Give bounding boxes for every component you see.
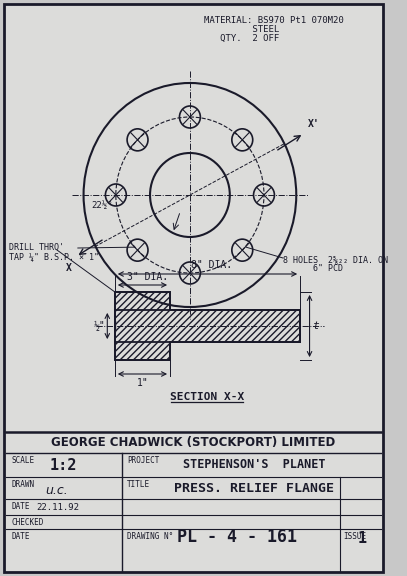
Bar <box>115 342 170 360</box>
Text: DATE: DATE <box>11 532 30 541</box>
Text: GEORGE CHADWICK (STOCKPORT) LIMITED: GEORGE CHADWICK (STOCKPORT) LIMITED <box>50 436 335 449</box>
Text: 1:2: 1:2 <box>50 457 77 472</box>
Text: DRAWING N°: DRAWING N° <box>127 532 173 541</box>
Text: 1": 1" <box>137 378 148 388</box>
Bar <box>115 310 300 342</box>
Text: DATE: DATE <box>11 502 30 511</box>
Text: QTY.  2 OFF: QTY. 2 OFF <box>204 34 280 43</box>
Text: X': X' <box>308 119 319 130</box>
Text: TITLE: TITLE <box>127 480 150 489</box>
Text: SCALE: SCALE <box>11 456 35 465</box>
Text: 6" PCD: 6" PCD <box>283 264 343 273</box>
Text: STEPHENSON'S  PLANET: STEPHENSON'S PLANET <box>183 458 326 472</box>
Text: PROJECT: PROJECT <box>127 456 160 465</box>
Text: 8 HOLES  2⅝₂₂ DIA. ON: 8 HOLES 2⅝₂₂ DIA. ON <box>283 255 388 264</box>
Text: 22.11.92: 22.11.92 <box>36 502 79 511</box>
Bar <box>115 310 300 342</box>
Text: MATERIAL: BS970 Pt1 070M20: MATERIAL: BS970 Pt1 070M20 <box>204 16 344 25</box>
Text: X: X <box>66 263 72 272</box>
Text: 1: 1 <box>357 531 366 546</box>
Text: u.c.: u.c. <box>46 483 68 497</box>
Text: 8" DIA.: 8" DIA. <box>191 260 232 270</box>
Text: PL - 4 - 161: PL - 4 - 161 <box>177 529 298 547</box>
Bar <box>115 292 170 310</box>
Text: STEEL: STEEL <box>204 25 280 34</box>
Text: SECTION X-X: SECTION X-X <box>170 392 244 402</box>
Text: ½": ½" <box>94 321 105 331</box>
Text: 22½°: 22½° <box>91 201 113 210</box>
Text: 3" DIA.: 3" DIA. <box>127 272 168 282</box>
Text: DRAWN: DRAWN <box>11 480 35 489</box>
Text: CHECKED: CHECKED <box>11 518 44 527</box>
Text: DRILL THRO': DRILL THRO' <box>9 243 64 252</box>
Text: ISSUE: ISSUE <box>344 532 367 541</box>
Text: TAP ¼" B.S.P. × 1": TAP ¼" B.S.P. × 1" <box>9 252 99 261</box>
Text: PRESS. RELIEF FLANGE: PRESS. RELIEF FLANGE <box>175 482 335 495</box>
Text: t: t <box>313 321 320 331</box>
